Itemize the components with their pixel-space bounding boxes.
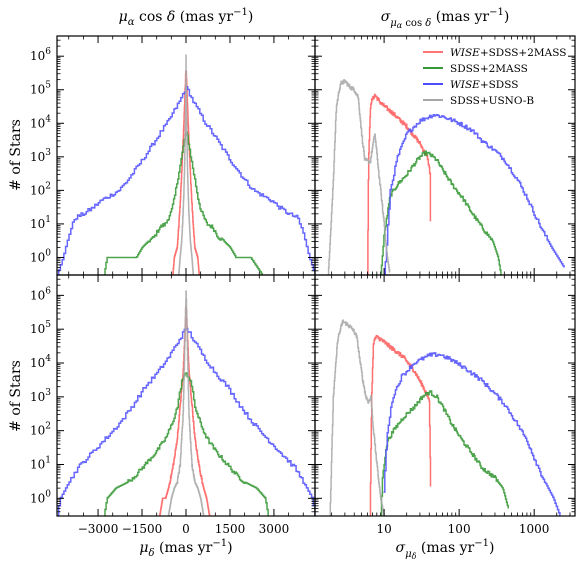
series-group [57, 290, 315, 516]
series-sdss_usno_b [329, 319, 385, 516]
x-tick-label: −3000 [78, 522, 119, 536]
top-left-title: μα cos δ (mas yr−1) [119, 7, 254, 28]
series-sdss_2mass [380, 390, 509, 516]
panel-bottom-right: 10 100 1000 [314, 274, 576, 536]
top-ylabel: # of Stars [8, 119, 24, 191]
series-group [327, 79, 565, 275]
series-group [57, 54, 315, 275]
series-sdss_2mass [380, 150, 502, 275]
series-wise_sdss_2mass [369, 334, 432, 516]
overlay: μα cos δ (mas yr−1) σμα cos δ (mas yr−1) μ… [8, 7, 566, 561]
series-sdss_2mass [103, 372, 269, 516]
bottom-left-xlabel: μδ (mas yr−1) [139, 538, 232, 559]
series-wise_sdss_2mass [367, 93, 432, 275]
x-tick-label: 1500 [215, 522, 246, 536]
x-tick-label: 10 [376, 522, 391, 536]
x-tick-label: 0 [182, 522, 190, 536]
legend-label-wise_sdss_2mass: WISE+SDSS+2MASS [450, 47, 566, 59]
series-wise_sdss [384, 113, 565, 275]
x-tick-label: 1000 [519, 522, 550, 536]
x-tick-label: 3000 [259, 522, 290, 536]
legend-label-sdss_2mass: SDSS+2MASS [450, 63, 528, 75]
series-sdss_usno_b [178, 54, 195, 275]
legend-label-wise_sdss: WISE+SDSS [450, 79, 518, 91]
panel-frame [314, 274, 576, 517]
panels: 1001011021031041051061001011021031041051… [30, 35, 576, 536]
x-tick-label: −1500 [122, 522, 163, 536]
bottom-ylabel: # of Stars [8, 360, 24, 432]
series-group [329, 319, 561, 516]
legend-label-sdss_usno_b: SDSS+USNO-B [450, 95, 534, 107]
series-sdss_usno_b [327, 79, 391, 275]
x-tick-label: 100 [448, 522, 471, 536]
series-sdss_usno_b [167, 290, 205, 516]
bottom-right-xlabel: σμδ (mas yr−1) [396, 538, 495, 561]
legend: WISE+SDSS+2MASS SDSS+2MASS WISE+SDSS SDSS+U… [423, 47, 566, 107]
series-wise_sdss [383, 352, 561, 516]
top-right-title: σμα cos δ (mas yr−1) [381, 7, 510, 30]
